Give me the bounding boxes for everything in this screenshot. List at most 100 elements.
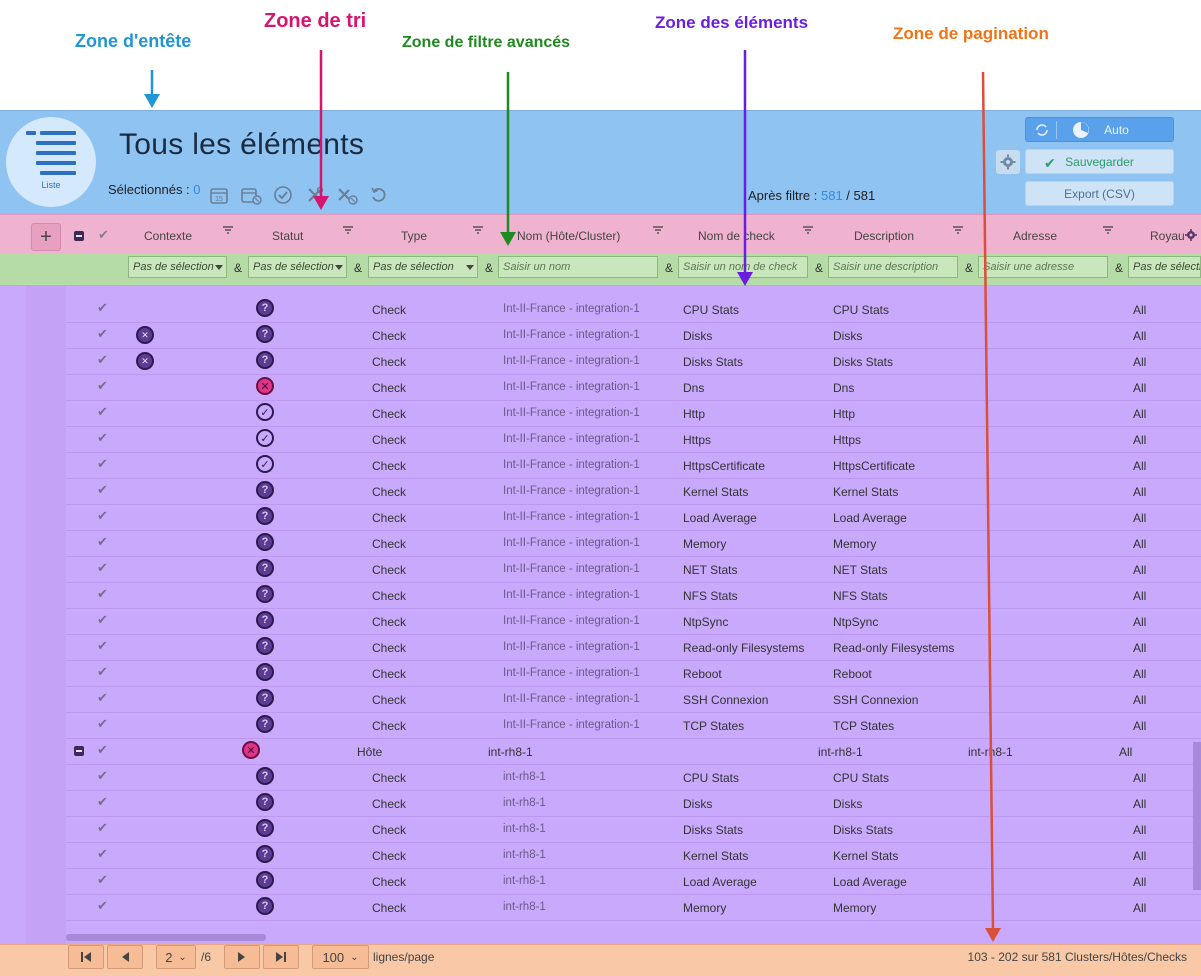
- table-row[interactable]: ✔ ✕ Check Int-II-France - integration-1 Dns D…: [66, 374, 1201, 401]
- row-checkbox[interactable]: ✔: [97, 300, 108, 315]
- table-row[interactable]: ✔? Check int-rh8-1 Memory Memory All: [66, 894, 1201, 921]
- table-row[interactable]: ✔ ✓ Check Int-II-France - integration-1 Http…: [66, 426, 1201, 453]
- name-cell[interactable]: int-rh8-1: [503, 875, 546, 887]
- name-cell[interactable]: Int-II-France - integration-1: [503, 589, 640, 601]
- row-checkbox[interactable]: ✔: [97, 768, 108, 783]
- name-cell[interactable]: Int-II-France - integration-1: [503, 615, 640, 627]
- name-cell[interactable]: Int-II-France - integration-1: [503, 641, 640, 653]
- page-select[interactable]: 2 ⌄: [156, 945, 196, 969]
- row-checkbox[interactable]: ✔: [97, 846, 108, 861]
- name-cell[interactable]: Int-II-France - integration-1: [503, 407, 640, 419]
- table-row[interactable]: ✔? Check Int-II-France - integration-1 Read…: [66, 634, 1201, 661]
- address-filter-input[interactable]: Saisir une adresse: [978, 256, 1108, 278]
- name-cell[interactable]: Int-II-France - integration-1: [503, 355, 640, 367]
- name-cell[interactable]: int-rh8-1: [503, 823, 546, 835]
- next-page-button[interactable]: [224, 945, 260, 969]
- name-cell[interactable]: int-rh8-1: [503, 901, 546, 913]
- sort-icon[interactable]: [1102, 225, 1114, 235]
- sort-icon[interactable]: [472, 225, 484, 235]
- table-row[interactable]: ✔? Check Int-II-France - integration-1 SSH …: [66, 686, 1201, 713]
- check-cell[interactable]: Read-only Filesystems: [683, 641, 805, 655]
- table-row[interactable]: ✔? Check Int-II-France - integration-1 NFS …: [66, 582, 1201, 609]
- check-cell[interactable]: SSH Connexion: [683, 693, 769, 707]
- row-checkbox[interactable]: ✔: [97, 664, 108, 679]
- previous-page-button[interactable]: [107, 945, 143, 969]
- table-row[interactable]: ✔? Check Int-II-France - integration-1 Rebo…: [66, 660, 1201, 687]
- sort-icon[interactable]: [802, 225, 814, 235]
- row-checkbox[interactable]: ✔: [97, 482, 108, 497]
- type-filter-select[interactable]: Pas de sélection: [368, 256, 478, 278]
- host-row[interactable]: ✔ ✕ Hôte int-rh8-1 int-rh8-1 int-rh8-1 All: [66, 738, 1201, 765]
- row-checkbox[interactable]: ✔: [97, 794, 108, 809]
- name-filter-input[interactable]: Saisir un nom: [498, 256, 658, 278]
- check-cell[interactable]: Memory: [683, 537, 727, 551]
- check-cell[interactable]: Http: [683, 407, 706, 421]
- select-all-checkbox[interactable]: ✔: [98, 227, 109, 242]
- name-cell[interactable]: int-rh8-1: [503, 797, 546, 809]
- save-button[interactable]: ✔ Sauvegarder: [1025, 149, 1174, 174]
- add-button[interactable]: +: [31, 223, 61, 251]
- table-row[interactable]: ✔ ✕? Check Int-II-France - integration-1 Dis…: [66, 322, 1201, 349]
- name-cell[interactable]: Int-II-France - integration-1: [503, 563, 640, 575]
- name-cell[interactable]: Int-II-France - integration-1: [503, 693, 640, 705]
- row-checkbox[interactable]: ✔: [97, 534, 108, 549]
- check-cell[interactable]: Load Average: [683, 511, 757, 525]
- check-cell[interactable]: HttpsCertificate: [683, 459, 766, 473]
- row-checkbox[interactable]: ✔: [97, 326, 108, 341]
- table-row[interactable]: ✔? Check int-rh8-1 Kernel Stats Kernel Stats…: [66, 842, 1201, 869]
- reset-icon[interactable]: [366, 182, 392, 208]
- column-header-status[interactable]: Statut: [272, 229, 304, 243]
- check-cell[interactable]: CPU Stats: [683, 771, 740, 785]
- name-cell[interactable]: Int-II-France - integration-1: [503, 459, 640, 471]
- realm-filter-select[interactable]: Pas de sélection: [1128, 256, 1201, 278]
- name-cell[interactable]: Int-II-France - integration-1: [503, 719, 640, 731]
- check-cell[interactable]: Disks Stats: [683, 355, 744, 369]
- first-page-button[interactable]: [68, 945, 104, 969]
- cancel-downtime-icon[interactable]: [238, 182, 264, 208]
- acknowledge-icon[interactable]: [270, 182, 296, 208]
- row-checkbox[interactable]: ✔: [97, 690, 108, 705]
- context-filter-select[interactable]: Pas de sélection: [128, 256, 227, 278]
- row-checkbox[interactable]: ✔: [97, 352, 108, 367]
- column-header-type[interactable]: Type: [401, 229, 428, 243]
- sort-icon[interactable]: [952, 225, 964, 235]
- name-cell[interactable]: int-rh8-1: [503, 771, 546, 783]
- table-row[interactable]: ✔ ✓ Check Int-II-France - integration-1 Http…: [66, 400, 1201, 427]
- row-checkbox[interactable]: ✔: [97, 378, 108, 393]
- column-settings-gear-icon[interactable]: [1185, 229, 1197, 244]
- name-cell[interactable]: Int-II-France - integration-1: [503, 667, 640, 679]
- collapse-host-toggle[interactable]: [74, 746, 84, 756]
- table-row[interactable]: ✔? Check Int-II-France - integration-1 Load…: [66, 504, 1201, 531]
- column-header-address[interactable]: Adresse: [1013, 229, 1058, 243]
- page-size-select[interactable]: 100 ⌄: [312, 945, 369, 969]
- auto-refresh-button[interactable]: Auto: [1025, 117, 1174, 142]
- check-cell[interactable]: CPU Stats: [683, 303, 740, 317]
- table-row[interactable]: ✔? Check Int-II-France - integration-1 NtpS…: [66, 608, 1201, 635]
- row-checkbox[interactable]: ✔: [97, 456, 108, 471]
- check-cell[interactable]: NFS Stats: [683, 589, 738, 603]
- column-header-context[interactable]: Contexte: [144, 229, 193, 243]
- table-row[interactable]: ✔ ✓ Check Int-II-France - integration-1 Http…: [66, 452, 1201, 479]
- row-checkbox[interactable]: ✔: [97, 612, 108, 627]
- column-header-check[interactable]: Nom de check: [698, 229, 775, 243]
- table-row[interactable]: ✔? Check Int-II-France - integration-1 NET …: [66, 556, 1201, 583]
- description-filter-input[interactable]: Saisir une description: [828, 256, 958, 278]
- table-row[interactable]: ✔? Check int-rh8-1 Disks Stats Disks Stats Al…: [66, 816, 1201, 843]
- name-cell[interactable]: int-rh8-1: [488, 745, 533, 759]
- schedule-downtime-icon[interactable]: 15: [206, 182, 232, 208]
- row-checkbox[interactable]: ✔: [97, 742, 108, 757]
- row-checkbox[interactable]: ✔: [97, 508, 108, 523]
- check-cell[interactable]: Https: [683, 433, 712, 447]
- check-cell[interactable]: Disks Stats: [683, 823, 744, 837]
- row-checkbox[interactable]: ✔: [97, 872, 108, 887]
- check-cell[interactable]: Disks: [683, 797, 713, 811]
- name-cell[interactable]: Int-II-France - integration-1: [503, 537, 640, 549]
- table-row[interactable]: ✔? Check Int-II-France - integration-1 TCP …: [66, 712, 1201, 739]
- table-row[interactable]: ✔ ✕? Check Int-II-France - integration-1 Dis…: [66, 348, 1201, 375]
- name-cell[interactable]: Int-II-France - integration-1: [503, 329, 640, 341]
- name-cell[interactable]: Int-II-France - integration-1: [503, 433, 640, 445]
- check-cell[interactable]: Reboot: [683, 667, 722, 681]
- row-checkbox[interactable]: ✔: [97, 716, 108, 731]
- check-cell[interactable]: NtpSync: [683, 615, 729, 629]
- row-checkbox[interactable]: ✔: [97, 638, 108, 653]
